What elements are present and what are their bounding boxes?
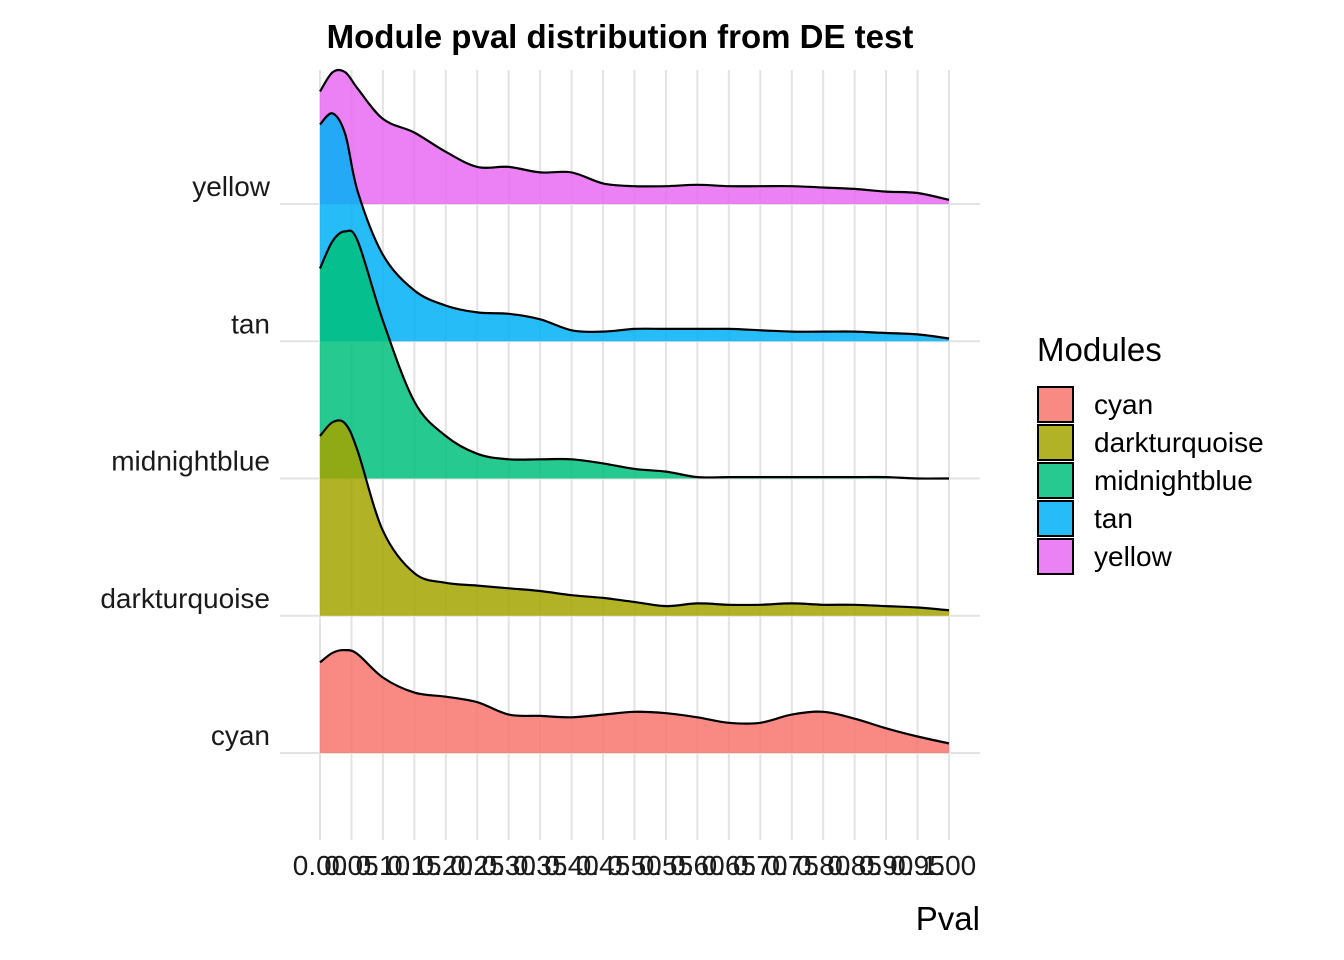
y-tick-label-tan: tan <box>231 308 270 339</box>
x-tick-label: 0.90 <box>859 850 914 881</box>
x-tick-label: 0.35 <box>513 850 568 881</box>
ridge-area-darkturquoise <box>320 420 949 616</box>
ridge-line-darkturquoise <box>319 419 950 612</box>
legend-label-darkturquoise: darkturquoise <box>1094 427 1264 458</box>
x-tick-label: 0.80 <box>796 850 851 881</box>
ridge-area-yellow <box>320 69 949 204</box>
legend-swatch-darkturquoise <box>1037 424 1074 461</box>
y-tick-labels: cyan darkturquoise midnightblue tan yellow <box>100 171 270 751</box>
x-axis-label: Pval <box>916 900 980 937</box>
chart-title: Module pval distribution from DE test <box>327 18 914 55</box>
ridge-line-yellow <box>319 68 950 201</box>
legend-swatch-midnightblue <box>1037 462 1074 499</box>
ridge-area-cyan <box>320 650 949 753</box>
legend-swatch-yellow <box>1037 538 1074 575</box>
ridge-line-tan <box>319 112 950 340</box>
legend-label-yellow: yellow <box>1094 541 1173 572</box>
y-tick-label-yellow: yellow <box>192 171 271 202</box>
y-tick-label-darkturquoise: darkturquoise <box>100 583 270 614</box>
x-tick-label: 0.25 <box>450 850 505 881</box>
x-tick-label: 0.00 <box>293 850 348 881</box>
x-tick-label: 0.10 <box>356 850 411 881</box>
ridge-area-midnightblue <box>320 230 949 479</box>
x-tick-label: 0.30 <box>481 850 536 881</box>
x-tick-label: 0.85 <box>827 850 882 881</box>
x-tick-label: 0.95 <box>890 850 945 881</box>
y-tick-label-cyan: cyan <box>211 720 270 751</box>
x-tick-label: 0.75 <box>765 850 820 881</box>
x-tick-label: 0.50 <box>607 850 662 881</box>
legend-label-cyan: cyan <box>1094 389 1153 420</box>
legend-label-midnightblue: midnightblue <box>1094 465 1253 496</box>
x-tick-label: 0.20 <box>419 850 474 881</box>
legend-label-tan: tan <box>1094 503 1133 534</box>
legend-swatch-tan <box>1037 500 1074 537</box>
x-tick-label: 0.15 <box>387 850 442 881</box>
x-tick-label: 0.55 <box>639 850 694 881</box>
y-tick-label-midnightblue: midnightblue <box>111 446 270 477</box>
x-tick-label: 0.70 <box>733 850 788 881</box>
legend-swatch-cyan <box>1037 386 1074 423</box>
x-tick-label: 0.65 <box>702 850 757 881</box>
x-tick-labels: 0.000.050.100.150.200.250.300.350.400.45… <box>293 850 977 881</box>
ridge-line-midnightblue <box>318 229 950 480</box>
ridges <box>318 68 950 753</box>
x-tick-label: 1.00 <box>922 850 977 881</box>
x-tick-label: 0.60 <box>670 850 725 881</box>
legend: Modules cyan darkturquoise midnightblue tan… <box>1037 331 1264 575</box>
x-tick-label: 0.45 <box>576 850 631 881</box>
x-tick-label: 0.40 <box>544 850 599 881</box>
legend-title: Modules <box>1037 331 1162 368</box>
ridge-line-cyan <box>319 648 950 745</box>
x-tick-label: 0.05 <box>324 850 379 881</box>
